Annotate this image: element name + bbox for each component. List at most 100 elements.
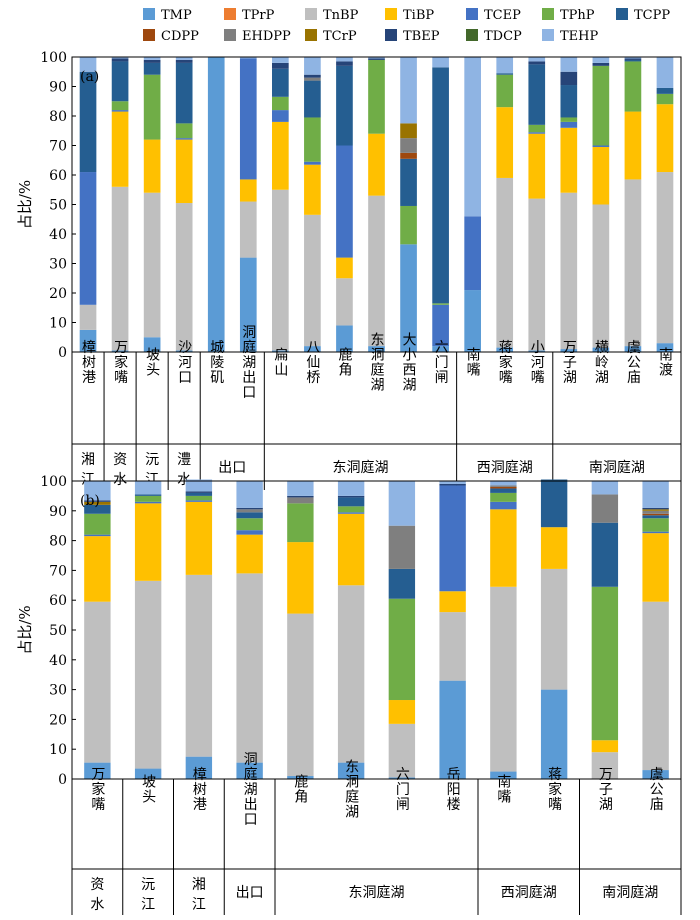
panel-a-chart: 0 10 20 30 40 50 60 70 80 90 100 占比/% (a) 樟树港 万家嘴 坡头 沙河口… — [16, 50, 682, 490]
x-tick-label: 坡头 — [140, 774, 156, 804]
x-tick-label: 蒋家嘴 — [546, 767, 562, 812]
bar-segment-tnbp — [185, 574, 213, 757]
bar-segment-tphp — [236, 518, 263, 531]
y-tick-label: 80 — [49, 534, 67, 550]
x-tick-label: 城陵矶 — [208, 340, 224, 385]
bar-segment-tnbp — [388, 723, 416, 778]
plot-frame — [71, 480, 682, 780]
legend-swatch — [466, 8, 478, 20]
bar-segment-tphp — [560, 117, 578, 122]
category-groups: 资水 沅江 湘江 出口 东洞庭湖 西洞庭湖 南洞庭湖 — [90, 779, 682, 915]
bar-segment-ehdpp — [304, 77, 321, 81]
bar-segment-tnbp — [439, 612, 466, 681]
legend-item: TPhP — [542, 8, 595, 23]
bar-segment-tphp — [368, 59, 385, 134]
bar-segment-tcep — [304, 161, 321, 165]
bar-segment-tmp — [239, 257, 257, 352]
bar-segment-tmp — [368, 346, 385, 352]
x-tick-label: 蒋家嘴 — [497, 340, 513, 385]
bar-segment-tmp — [337, 762, 365, 779]
legend-label: EHDPP — [242, 29, 291, 44]
bar-segment-tcpp — [304, 80, 321, 118]
bar-segment-tibp — [368, 133, 385, 196]
bar-segment-tehp — [111, 57, 129, 59]
bar-segment-tibp — [272, 121, 289, 190]
legend-swatch — [385, 29, 397, 41]
bar-segment-tphp — [592, 65, 610, 146]
bar-segment-tcep — [239, 58, 257, 180]
y-tick-label: 30 — [49, 257, 67, 273]
bar-segment-tbep — [111, 58, 129, 62]
bar-segment-tnbp — [496, 177, 514, 348]
bar-segment-tibp — [496, 107, 514, 178]
bar-segment-tnbp — [368, 195, 385, 347]
bar-segment-tphp — [591, 586, 619, 741]
bar-segment-tibp — [624, 111, 642, 180]
bar-segment-tphp — [490, 492, 517, 502]
group-label: 南洞庭湖 — [602, 884, 658, 901]
bar-segment-tmp — [490, 771, 517, 779]
bar-segment-tibp — [336, 257, 353, 279]
bar-segment-tcep — [111, 110, 129, 112]
bar-segment-tcep — [175, 138, 193, 140]
bar-segment-tnbp — [656, 172, 674, 344]
bar-segment-ehdpp — [642, 510, 669, 514]
x-tick-label: 扁山 — [272, 347, 288, 377]
bar-segment-ehdpp — [591, 494, 619, 523]
bar-segment-tmp — [432, 346, 449, 352]
bar-segment-tnbp — [304, 214, 321, 347]
bar-segment-tehp — [336, 57, 353, 62]
x-tick-label: 东洞庭湖 — [369, 332, 385, 392]
bar-segment-tnbp — [175, 203, 193, 351]
bar-segment-tehp — [624, 57, 642, 59]
bar-segment-tcpp — [337, 497, 365, 507]
bar-segment-tnbp — [490, 586, 517, 772]
bar-segment-tehp — [496, 57, 514, 74]
bar-segment-tphp — [337, 506, 365, 513]
bar-segment-tcep — [432, 304, 449, 347]
bar-segment-tibp — [175, 139, 193, 204]
bar-segment-tehp — [368, 57, 385, 59]
bar-segment-tnbp — [337, 585, 365, 763]
group-label: 沅江 — [141, 877, 155, 913]
bar-segment-tnbp — [540, 568, 568, 690]
bar-segment-tmp — [560, 349, 578, 352]
bar-segment-tcep — [337, 512, 365, 514]
y-tick-label: 20 — [49, 286, 67, 302]
x-tick-label: 鹿角 — [292, 773, 308, 804]
x-tick-label: 南嘴 — [465, 347, 481, 377]
legend-label: TCrP — [323, 29, 357, 44]
panel-label: (b) — [80, 493, 100, 509]
bar-segment-tehp — [560, 57, 578, 72]
x-tick-label: 八仙桥 — [304, 340, 320, 385]
bar-segment-tehp — [432, 57, 449, 68]
bar-segment-tphp — [272, 96, 289, 111]
bar-segment-tehp — [337, 481, 365, 496]
group-label: 资水 — [90, 877, 104, 913]
x-tick-label: 沙河口 — [176, 340, 192, 385]
bar-segment-tphp — [642, 518, 669, 532]
x-tick-label: 万家嘴 — [112, 340, 128, 385]
bar-segment-tibp — [439, 591, 466, 613]
bar-segment-tehp — [143, 57, 161, 60]
legend-item: TnBP — [305, 8, 359, 23]
bar-segment-tmp — [236, 762, 263, 779]
bar-segment-tehp — [591, 481, 619, 495]
bar-segment-tmp — [143, 337, 161, 352]
bar-segment-tcpp — [490, 488, 517, 493]
x-tick-label: 万子湖 — [561, 340, 577, 385]
bar-segment-tphp — [287, 503, 314, 543]
bar-segment-tmp — [304, 346, 321, 352]
y-axis-label: 占比/% — [16, 180, 34, 229]
bar-segment-tcep — [185, 500, 213, 502]
bar-segment-tnbp — [592, 204, 610, 348]
bar-segment-ehdpp — [490, 485, 517, 487]
bar-segment-tmp — [496, 347, 514, 352]
bar-segment-tehp — [236, 481, 263, 508]
x-tick-label: 万子湖 — [597, 767, 613, 812]
bar-segment-tphp — [400, 205, 417, 245]
bar-segment-tmp — [175, 350, 193, 352]
bar-segment-tnbp — [560, 192, 578, 350]
bars — [79, 57, 674, 352]
bar-segment-tehp — [175, 57, 193, 60]
